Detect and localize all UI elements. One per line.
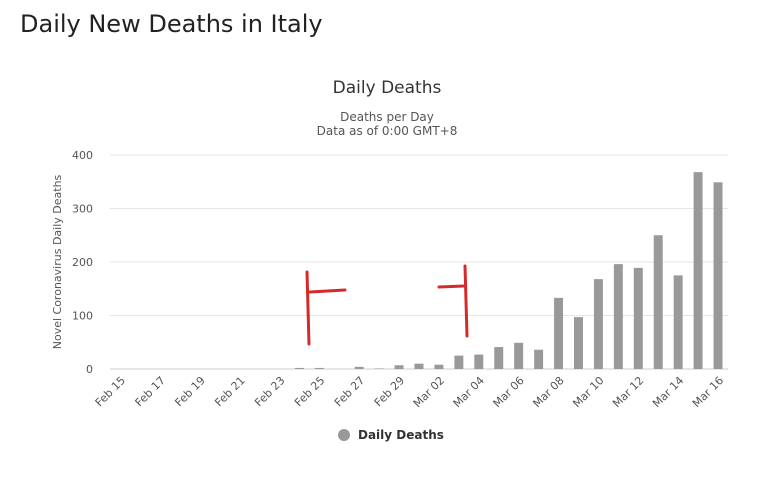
y-tick-label: 200 bbox=[72, 256, 93, 269]
bar[interactable] bbox=[394, 365, 404, 369]
x-tick-label: Feb 21 bbox=[212, 374, 247, 409]
x-tick-label: Mar 16 bbox=[690, 374, 726, 410]
grid-lines bbox=[110, 154, 728, 370]
bar[interactable] bbox=[613, 264, 623, 369]
bar[interactable] bbox=[534, 349, 544, 369]
bar[interactable] bbox=[514, 342, 524, 369]
hand-drawn-annotations bbox=[305, 264, 469, 346]
chart-subtitle-line-2: Data as of 0:00 GMT+8 bbox=[317, 124, 458, 138]
page-title: Daily New Deaths in Italy bbox=[20, 10, 323, 38]
bars bbox=[294, 172, 723, 369]
bar[interactable] bbox=[314, 367, 324, 369]
x-tick-label: Mar 06 bbox=[491, 374, 527, 410]
bar[interactable] bbox=[653, 235, 663, 369]
bar[interactable] bbox=[374, 368, 384, 369]
bar[interactable] bbox=[554, 297, 564, 369]
x-tick-label: Mar 14 bbox=[650, 374, 686, 410]
x-tick-label: Mar 08 bbox=[530, 374, 566, 410]
bar[interactable] bbox=[414, 363, 424, 369]
x-tick-label: Feb 15 bbox=[93, 374, 128, 409]
bar[interactable] bbox=[494, 347, 504, 369]
x-tick-label: Feb 17 bbox=[133, 374, 168, 409]
bar[interactable] bbox=[573, 317, 583, 369]
y-tick-label: 400 bbox=[72, 149, 93, 162]
y-tick-label: 0 bbox=[86, 363, 93, 376]
x-tick-label: Mar 02 bbox=[411, 374, 447, 410]
chart-legend[interactable]: Daily Deaths bbox=[338, 428, 444, 442]
y-axis-ticks: 0 100 200 300 400 bbox=[72, 149, 93, 376]
legend-swatch bbox=[338, 429, 350, 441]
chart-title: Daily Deaths bbox=[333, 78, 442, 98]
legend-label: Daily Deaths bbox=[358, 428, 444, 442]
bar[interactable] bbox=[454, 355, 464, 369]
y-axis-label: Novel Coronavirus Daily Deaths bbox=[51, 174, 64, 349]
x-tick-label: Feb 23 bbox=[252, 374, 287, 409]
bar[interactable] bbox=[474, 354, 484, 369]
bar[interactable] bbox=[434, 364, 444, 369]
bar[interactable] bbox=[673, 275, 683, 369]
bar[interactable] bbox=[593, 279, 603, 369]
x-tick-label: Mar 10 bbox=[570, 374, 606, 410]
y-tick-label: 100 bbox=[72, 310, 93, 323]
bar[interactable] bbox=[294, 367, 304, 369]
x-tick-label: Feb 27 bbox=[332, 374, 367, 409]
bar[interactable] bbox=[713, 182, 723, 369]
chart-subtitle-line-1: Deaths per Day bbox=[340, 110, 434, 124]
y-tick-label: 300 bbox=[72, 203, 93, 216]
x-tick-label: Mar 12 bbox=[610, 374, 646, 410]
annotation-mark-left bbox=[305, 270, 347, 346]
x-axis-ticks: Feb 15 Feb 17 Feb 19 Feb 21 Feb 23 Feb 25 Feb … bbox=[93, 374, 726, 410]
x-tick-label: Feb 25 bbox=[292, 374, 327, 409]
x-tick-label: Feb 29 bbox=[372, 374, 407, 409]
bar[interactable] bbox=[633, 267, 643, 369]
bar[interactable] bbox=[354, 366, 364, 369]
bar[interactable] bbox=[693, 172, 703, 369]
annotation-mark-right bbox=[437, 264, 469, 338]
x-tick-label: Mar 04 bbox=[451, 374, 487, 410]
x-tick-label: Feb 19 bbox=[172, 374, 207, 409]
